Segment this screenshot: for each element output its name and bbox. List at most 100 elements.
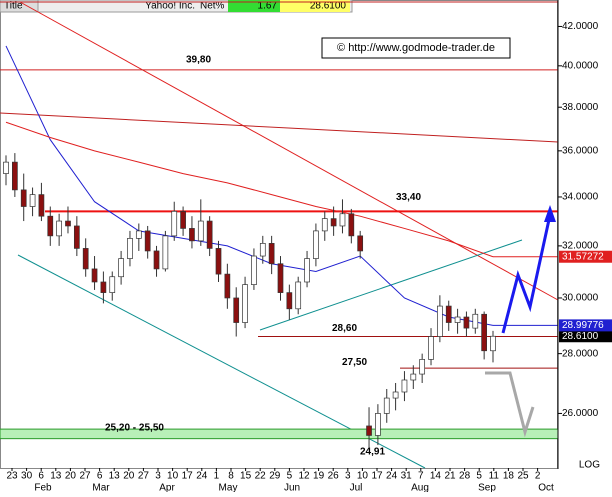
ma-flag-label: 31.57272: [562, 251, 604, 262]
last-label: 28.6100: [562, 331, 599, 342]
band-label: 25,20 - 25,50: [105, 423, 164, 434]
x-tick-label: 29: [269, 471, 281, 482]
candle-body: [463, 316, 470, 329]
x-tick-label: 10: [167, 471, 179, 482]
candle-body: [366, 425, 372, 436]
support-band: [0, 428, 559, 440]
x-tick-label: 22: [255, 471, 267, 482]
candle-body: [91, 268, 98, 283]
x-tick-label: 13: [50, 471, 62, 482]
x-tick-label: 14: [430, 471, 442, 482]
candle-body: [490, 335, 496, 352]
candle-body: [197, 220, 204, 242]
candle-body: [171, 210, 178, 237]
x-tick-label: 27: [79, 471, 91, 482]
x-tick-label: 19: [313, 471, 325, 482]
projection-arrow: [501, 214, 552, 334]
candle-body: [330, 218, 337, 227]
x-tick-label: 18: [503, 471, 515, 482]
candle-body: [29, 194, 36, 207]
candle-body: [100, 281, 107, 293]
x-tick-label: 1: [214, 471, 220, 482]
candle-body: [189, 228, 195, 242]
y-tick-label: 40.0000: [562, 60, 599, 71]
candle-body: [20, 189, 27, 207]
month-label: Mar: [92, 483, 110, 492]
x-tick-label: 15: [240, 471, 252, 482]
candle-body: [295, 281, 302, 310]
y-tick-label: 34.0000: [562, 192, 599, 203]
title-box: [0, 0, 39, 13]
candle-body: [401, 379, 408, 393]
month-label: Apr: [159, 483, 175, 492]
x-tick-label: 2: [535, 471, 541, 482]
scale-label: LOG: [579, 460, 600, 471]
candle-body: [277, 263, 284, 293]
candle-body: [3, 161, 9, 174]
level-label: 33,40: [396, 192, 421, 203]
header-last: 28.6100: [310, 1, 347, 12]
candle-body: [65, 220, 71, 227]
x-tick-label: 26: [328, 471, 340, 482]
projection-arrow: [485, 371, 535, 438]
month-label: May: [219, 483, 238, 492]
candle-body: [357, 235, 364, 252]
x-tick-label: 6: [97, 471, 103, 482]
candle-body: [392, 391, 399, 399]
candle-body: [428, 336, 434, 360]
candle-body: [375, 413, 381, 436]
candle-body: [109, 276, 116, 293]
last-flag: [559, 330, 612, 343]
candle-body: [419, 359, 426, 375]
header-net-value: 1.67: [258, 1, 278, 12]
ma-flag: [559, 319, 612, 332]
x-tick-label: 3: [155, 471, 161, 482]
y-tick-label: 26.0000: [562, 408, 599, 419]
candle-body: [251, 255, 257, 285]
level-label: 28,60: [332, 323, 357, 334]
copyright: © http://www.godmode-trader.de: [337, 42, 495, 54]
x-tick-label: 28: [459, 471, 471, 482]
header-title: Title: [4, 1, 23, 12]
x-tick-label: 20: [65, 471, 77, 482]
last-box: [280, 0, 350, 12]
level-label: 39,80: [186, 55, 211, 66]
candle-body: [47, 215, 54, 237]
candle-body: [233, 297, 240, 323]
candle-body: [454, 316, 461, 323]
copyright-box: [321, 37, 511, 59]
x-tick-label: 5: [287, 471, 293, 482]
x-tick-label: 8: [228, 471, 234, 482]
candle-body: [383, 397, 390, 414]
header-name: Yahoo! Inc.: [145, 1, 195, 12]
low-label: 24,91: [360, 447, 385, 458]
candle-body: [445, 305, 452, 323]
x-tick-label: 12: [298, 471, 310, 482]
ma-flag-label: 28.99776: [562, 320, 604, 331]
x-tick-label: 11: [489, 471, 500, 482]
candle-body: [242, 284, 248, 323]
candle-body: [313, 230, 319, 259]
candle-body: [82, 248, 89, 270]
month-label: Aug: [411, 483, 429, 492]
candle-body: [118, 258, 124, 278]
x-tick-label: 6: [38, 471, 44, 482]
candle-body: [268, 243, 275, 265]
candle-body: [162, 235, 169, 270]
moving-average: [5, 121, 494, 258]
x-tick-label: 27: [138, 471, 150, 482]
candle-body: [135, 230, 142, 239]
candle-body: [339, 213, 346, 227]
y-tick-label: 32.0000: [562, 241, 599, 252]
projection-arrowhead: [544, 205, 556, 222]
candle-body: [286, 292, 293, 310]
candle-body: [472, 313, 479, 329]
x-tick-label: 20: [123, 471, 135, 482]
x-tick-label: 24: [386, 471, 398, 482]
x-tick-label: 7: [418, 471, 424, 482]
x-tick-label: 13: [109, 471, 121, 482]
x-tick-label: 31: [401, 471, 413, 482]
x-tick-label: 25: [517, 471, 529, 482]
